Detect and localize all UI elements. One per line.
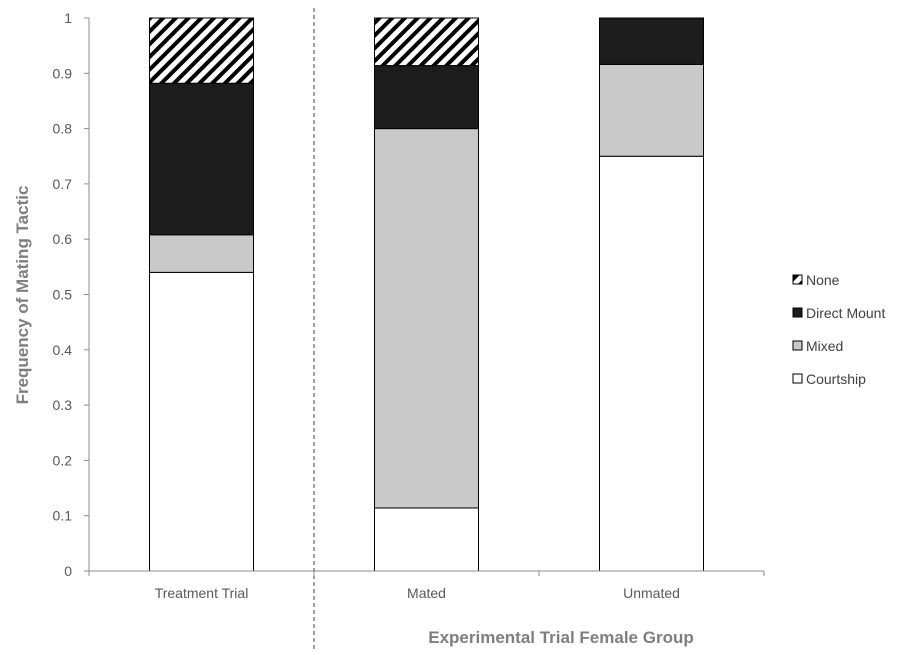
- legend: None Direct Mount Mixed Courtship: [792, 272, 885, 387]
- bar-treatment-trial-mixed: [149, 234, 254, 273]
- y-tick-label: 0.8: [53, 121, 73, 137]
- legend-label-direct-mount: Direct Mount: [806, 305, 885, 321]
- legend-label-courtship: Courtship: [806, 371, 866, 387]
- bar-treatment-trial-none: [149, 17, 254, 84]
- y-tick-label: 0.1: [53, 508, 73, 524]
- legend-label-none: None: [806, 272, 840, 288]
- bar-treatment-trial-courtship: [149, 271, 254, 572]
- bar-mated-direct-mount: [374, 65, 479, 130]
- x-axis-ticks: Treatment Trial Mated Unmated: [88, 571, 765, 601]
- bar-treatment-trial-direct-mount: [149, 82, 254, 236]
- x-tick-label: Mated: [407, 585, 446, 601]
- bar-unmated-direct-mount: [599, 17, 704, 65]
- legend-swatch-mixed: [792, 340, 803, 351]
- legend-label-mixed: Mixed: [806, 338, 843, 354]
- y-tick-label: 0.5: [53, 287, 73, 303]
- y-tick-label: 0.7: [53, 176, 73, 192]
- y-tick-label: 0.2: [53, 452, 73, 468]
- y-tick-label: 0.4: [53, 342, 73, 358]
- legend-swatch-courtship: [792, 373, 803, 384]
- y-tick-label: 1: [64, 10, 72, 26]
- x-tick-label: Treatment Trial: [155, 585, 249, 601]
- bars: [149, 17, 704, 572]
- y-tick-label: 0.9: [53, 65, 73, 81]
- y-tick-label: 0: [64, 563, 72, 579]
- bar-unmated-courtship: [599, 155, 704, 572]
- y-axis-title: Frequency of Mating Tactic: [13, 186, 32, 405]
- y-tick-label: 0.6: [53, 231, 73, 247]
- bar-mated-none: [374, 17, 479, 67]
- legend-swatch-none: [792, 274, 803, 285]
- legend-swatch-direct-mount: [792, 307, 803, 318]
- y-axis-ticks: 0 0.1 0.2 0.3 0.4 0.5 0.6 0.7 0.8 0.9 1: [53, 10, 89, 579]
- x-tick-label: Unmated: [623, 585, 680, 601]
- x-axis-title: Experimental Trial Female Group: [428, 628, 693, 647]
- bar-mated-courtship: [374, 507, 479, 572]
- y-tick-label: 0.3: [53, 397, 73, 413]
- bar-unmated-mixed: [599, 63, 704, 157]
- bar-mated-mixed: [374, 128, 479, 509]
